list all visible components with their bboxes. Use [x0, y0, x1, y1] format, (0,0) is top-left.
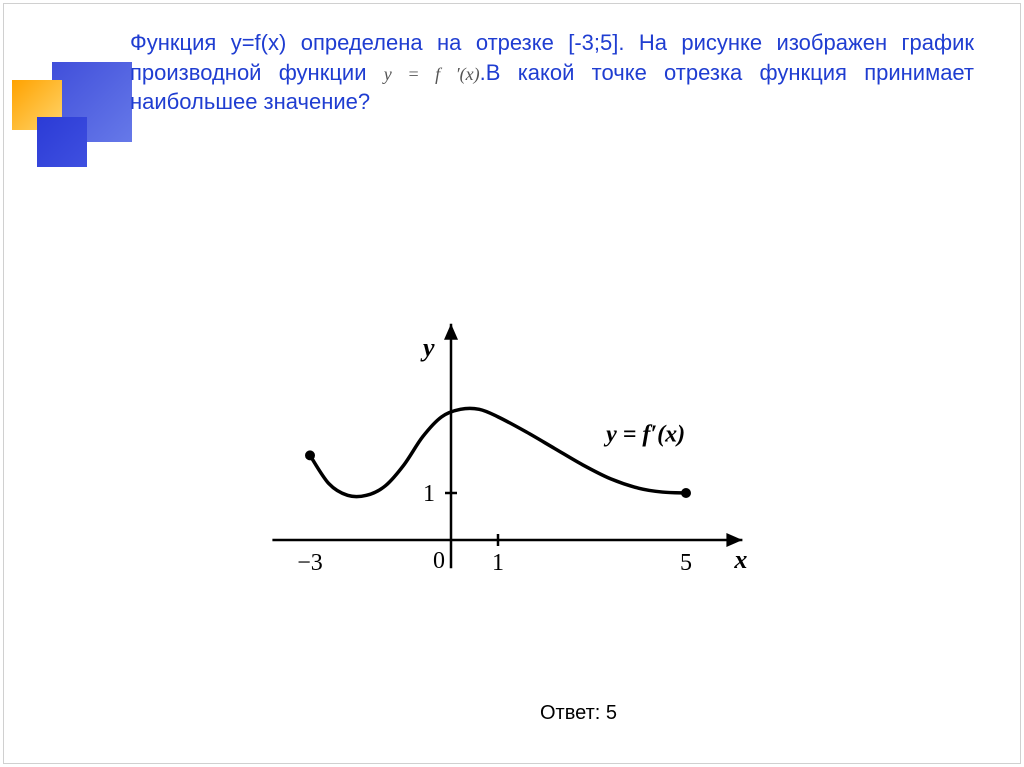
origin-label: 0 [433, 548, 445, 574]
question-text: Функция y=f(x) определена на отрезке [-3… [130, 28, 974, 117]
derivative-chart: y x 0 −3 1 5 1 y = f′(x) [256, 180, 776, 610]
question-formula: y = f ′(x) [384, 64, 480, 84]
endpoint-left [305, 450, 315, 460]
endpoint-right [681, 488, 691, 498]
answer-text: Ответ: 5 [540, 702, 617, 725]
decor-squares [12, 62, 132, 182]
y-axis-label: y [420, 333, 435, 362]
decor-blue-small [37, 117, 87, 167]
x-axis-label: x [733, 545, 747, 574]
x-tick-1: 1 [492, 550, 504, 576]
chart-svg: y x 0 −3 1 5 1 y = f′(x) [256, 180, 776, 610]
x-tick-5: 5 [680, 550, 692, 576]
curve-label: y = f′(x) [603, 421, 685, 447]
y-tick-1: 1 [423, 481, 435, 507]
x-tick-neg3: −3 [297, 550, 323, 576]
